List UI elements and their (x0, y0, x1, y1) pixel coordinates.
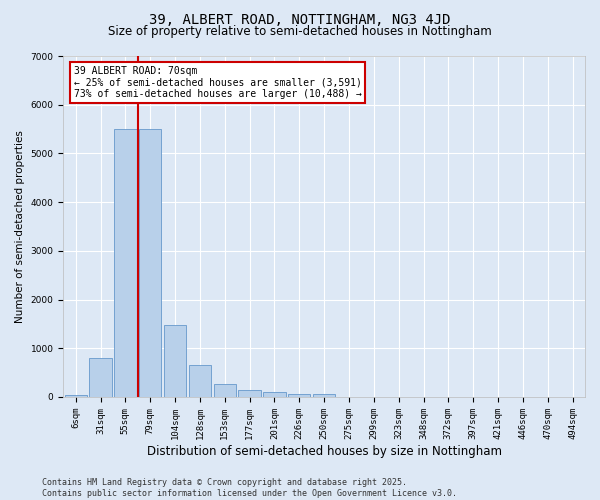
Bar (139, 129, 161, 397)
Bar (65, 394, 87, 397)
Bar (114, 129, 137, 397)
Bar (189, 366, 211, 397)
Bar (263, 392, 286, 397)
Text: Size of property relative to semi-detached houses in Nottingham: Size of property relative to semi-detach… (108, 25, 492, 38)
Text: 39 ALBERT ROAD: 70sqm
← 25% of semi-detached houses are smaller (3,591)
73% of s: 39 ALBERT ROAD: 70sqm ← 25% of semi-deta… (74, 66, 362, 100)
X-axis label: Distribution of semi-detached houses by size in Nottingham: Distribution of semi-detached houses by … (146, 444, 502, 458)
Bar (313, 394, 335, 397)
Bar (238, 390, 261, 397)
Y-axis label: Number of semi-detached properties: Number of semi-detached properties (15, 130, 25, 323)
Text: 39, ALBERT ROAD, NOTTINGHAM, NG3 4JD: 39, ALBERT ROAD, NOTTINGHAM, NG3 4JD (149, 12, 451, 26)
Bar (288, 394, 310, 397)
Bar (89, 358, 112, 397)
Text: Contains HM Land Registry data © Crown copyright and database right 2025.
Contai: Contains HM Land Registry data © Crown c… (42, 478, 457, 498)
Bar (214, 384, 236, 397)
Bar (164, 325, 186, 397)
